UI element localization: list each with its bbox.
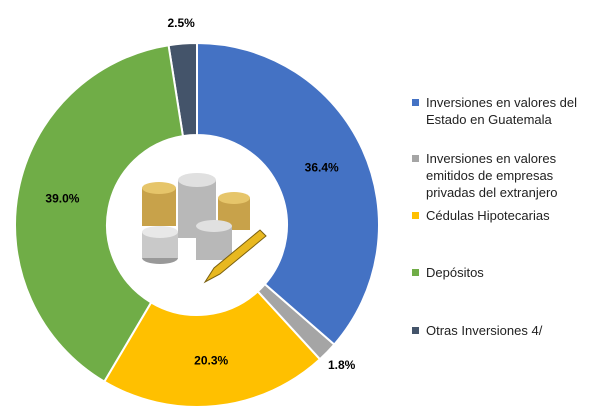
legend-swatch — [412, 155, 419, 162]
legend-label: Otras Inversiones 4/ — [426, 323, 543, 338]
donut-slice — [14, 44, 185, 384]
legend-swatch — [412, 327, 419, 334]
legend-entry: Inversiones en valores del Estado en Gua… — [412, 94, 591, 128]
legend-entry: Cédulas Hipotecarias — [412, 207, 591, 224]
data-label: 36.4% — [305, 160, 339, 174]
legend-entry: Inversiones en valores emitidos de empre… — [412, 150, 591, 201]
legend-label: Depósitos — [426, 265, 484, 280]
data-label: 39.0% — [45, 192, 79, 206]
legend-swatch — [412, 99, 419, 106]
legend-entry: Depósitos — [412, 264, 591, 281]
legend-entry: Otras Inversiones 4/ — [412, 322, 591, 339]
legend-swatch — [412, 269, 419, 276]
data-label: 2.5% — [167, 16, 195, 30]
data-label: 20.3% — [194, 353, 228, 367]
legend-label: Inversiones en valores emitidos de empre… — [426, 151, 558, 200]
legend-label: Inversiones en valores del Estado en Gua… — [426, 95, 578, 127]
center-illustration — [142, 173, 267, 284]
data-label: 1.8% — [328, 358, 356, 372]
donut-slice — [102, 289, 322, 408]
donut-slice — [196, 41, 380, 346]
legend-label: Cédulas Hipotecarias — [426, 208, 550, 223]
legend-swatch — [412, 212, 419, 219]
